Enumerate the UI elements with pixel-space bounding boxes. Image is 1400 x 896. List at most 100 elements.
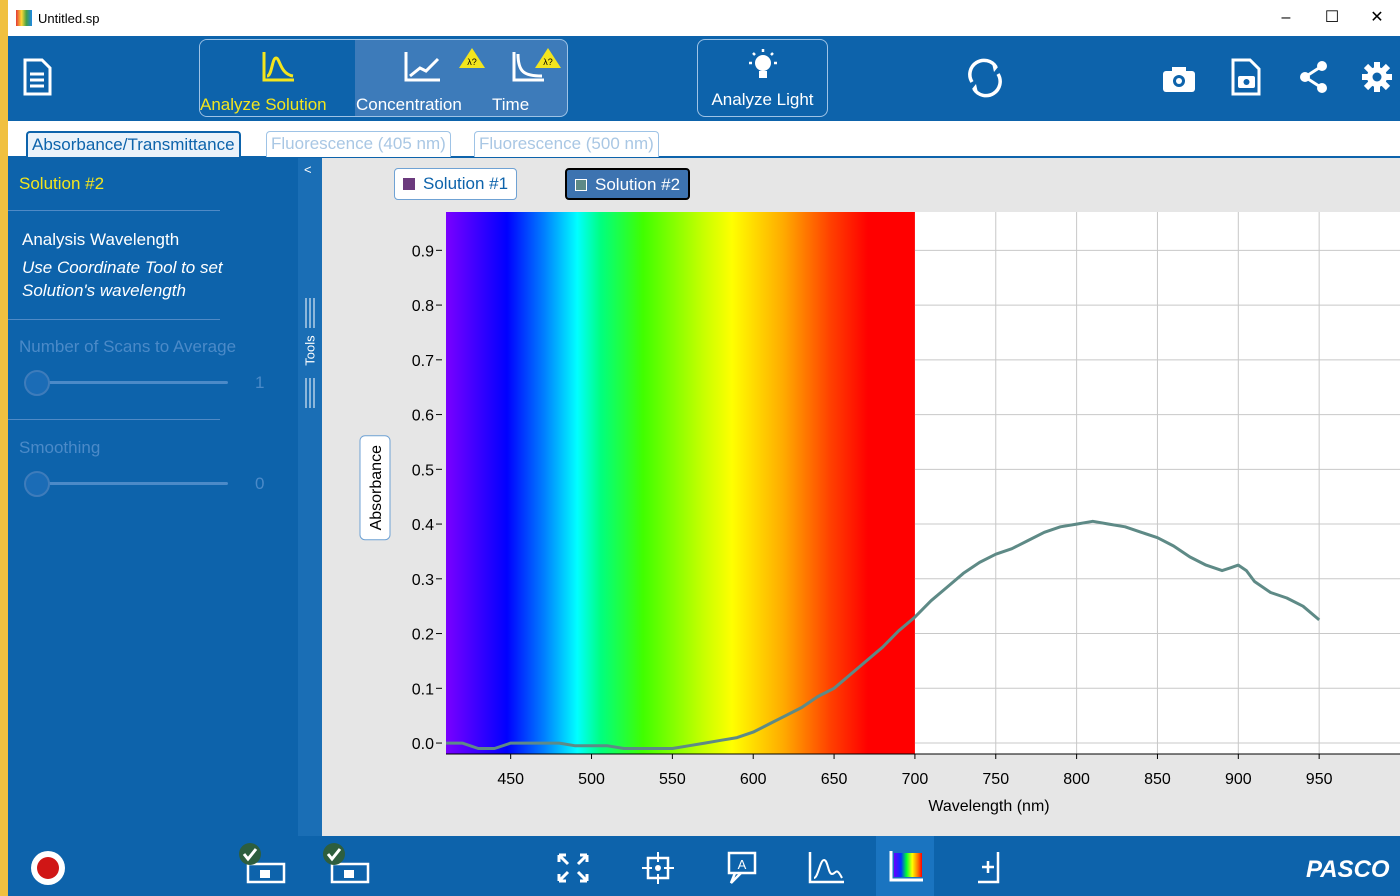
share-button[interactable] [1298, 60, 1330, 94]
peak-icon [808, 852, 844, 884]
smoothing-value: 0 [255, 474, 265, 493]
minimize-button[interactable]: – [1281, 9, 1291, 26]
sidebar-title: Solution #2 [19, 174, 105, 193]
solution-2-swatch [575, 179, 587, 191]
x-tick-label: 550 [659, 771, 686, 788]
concentration-button[interactable]: λ? Concentration [356, 40, 492, 116]
collapse-sidebar-button[interactable]: < [304, 162, 312, 177]
y-tick-label: 0.4 [412, 517, 434, 534]
app-logo-icon [16, 10, 32, 26]
x-axis-label: Wavelength (nm) [928, 798, 1049, 815]
close-button[interactable]: ✕ [1370, 9, 1384, 26]
x-tick-label: 850 [1144, 771, 1171, 788]
smoothing-slider-track[interactable] [38, 482, 228, 485]
annotation-icon: A [727, 851, 757, 884]
y-tick-label: 0.1 [412, 681, 434, 698]
main-toolbar: Analyze Solution λ? Concentration λ? Tim… [8, 36, 1400, 121]
camera-icon [1163, 67, 1195, 92]
absorbance-chart[interactable]: 0.0 0.1 0.2 0.3 0.4 0.5 0.6 0.7 0.8 0.9 450 500 550 6… [322, 158, 1400, 836]
scale-to-fit-icon [557, 853, 589, 883]
file-icon [23, 58, 52, 96]
warning-icon: λ? [459, 48, 485, 68]
bottom-toolbar: A PASCO [8, 836, 1400, 896]
camera-button[interactable] [1161, 64, 1197, 94]
legend-label: Solution #1 [423, 174, 509, 193]
y-axis-label-box [359, 435, 391, 541]
y-tick-label: 0.5 [412, 462, 434, 479]
legend-solution-1[interactable]: Solution #1 [394, 168, 518, 200]
settings-button[interactable] [1360, 60, 1394, 94]
snapshot-icon [1231, 58, 1261, 96]
y-tick-label: 0.2 [412, 627, 434, 644]
svg-text:λ?: λ? [543, 57, 553, 67]
analyze-light-button[interactable]: Analyze Light [697, 39, 828, 117]
analyze-light-icon [748, 49, 777, 78]
add-coordinate-icon [978, 852, 1000, 884]
tools-drawer-handle[interactable]: < Tools [298, 158, 322, 836]
divider [8, 319, 220, 320]
y-tick-label: 0.9 [412, 243, 434, 260]
grip-icon [305, 378, 315, 408]
coordinate-tool-icon [642, 852, 674, 884]
tab-fluorescence-405[interactable]: Fluorescence (405 nm) [266, 131, 451, 157]
tab-fluorescence-500[interactable]: Fluorescence (500 nm) [474, 131, 659, 157]
analyze-solution-group: Analyze Solution λ? Concentration λ? Tim… [199, 39, 568, 117]
spectrum-view-button[interactable] [876, 836, 934, 896]
analysis-hint-line2: Solution's wavelength [22, 281, 186, 300]
y-tick-label: 0.3 [412, 572, 434, 589]
gear-icon [1362, 62, 1392, 92]
legend-solution-2[interactable]: Solution #2 [565, 168, 691, 200]
tools-label: Tools [302, 335, 318, 366]
peak-tool-button[interactable] [806, 850, 846, 886]
concentration-label: Concentration [356, 95, 462, 114]
maximize-button[interactable]: ☐ [1324, 9, 1340, 26]
brand-logo: PASCO [1306, 856, 1390, 883]
file-menu-button[interactable] [22, 58, 52, 96]
coordinate-tool-button[interactable] [640, 850, 676, 886]
x-tick-label: 950 [1306, 771, 1333, 788]
analyze-solution-icon [262, 52, 294, 82]
snapshot-button[interactable] [1230, 58, 1262, 96]
y-tick-label: 0.6 [412, 408, 434, 425]
legend-label: Solution #2 [595, 175, 681, 194]
add-coordinate-button[interactable] [974, 850, 1006, 886]
svg-text:A: A [738, 857, 747, 872]
rotate-button[interactable] [964, 58, 1006, 98]
visible-spectrum-band [446, 212, 915, 754]
spectrum-icon [889, 851, 923, 882]
rotate-icon [968, 58, 1002, 98]
share-icon [1300, 61, 1327, 93]
series-line-solution-2 [446, 519, 1321, 750]
scale-to-fit-button[interactable] [556, 852, 590, 884]
tab-bar: Absorbance/Transmittance Fluorescence (4… [8, 121, 1400, 158]
y-tick-label: 0.7 [412, 353, 434, 370]
window-title: Untitled.sp [38, 11, 100, 26]
sensor-2-status[interactable] [320, 842, 372, 890]
solution-1-swatch [403, 178, 415, 190]
y-tick-label: 0.0 [412, 736, 434, 753]
analyze-solution-label: Analyze Solution [200, 95, 327, 114]
record-button[interactable] [28, 848, 68, 888]
x-tick-label: 450 [497, 771, 524, 788]
smoothing-label: Smoothing [19, 438, 101, 457]
divider [8, 419, 220, 420]
x-tick-label: 800 [1063, 771, 1090, 788]
scans-slider-track[interactable] [38, 381, 228, 384]
svg-text:λ?: λ? [467, 57, 477, 67]
y-tick-label: 0.8 [412, 298, 434, 315]
analyze-solution-button[interactable]: Analyze Solution [200, 40, 355, 116]
concentration-icon [404, 52, 440, 82]
title-bar: Untitled.sp – ☐ ✕ [8, 0, 1400, 36]
scans-label: Number of Scans to Average [19, 337, 237, 356]
divider [8, 210, 220, 211]
time-button[interactable]: λ? Time [492, 40, 567, 116]
scans-slider-knob[interactable] [24, 370, 50, 396]
sensor-1-status[interactable] [236, 842, 288, 890]
record-icon [31, 851, 65, 885]
tab-absorbance-transmittance[interactable]: Absorbance/Transmittance [26, 131, 241, 157]
scans-value: 1 [255, 373, 265, 392]
smoothing-slider-knob[interactable] [24, 471, 50, 497]
sensor-1-connected-icon [239, 843, 286, 884]
annotation-button[interactable]: A [726, 850, 758, 886]
